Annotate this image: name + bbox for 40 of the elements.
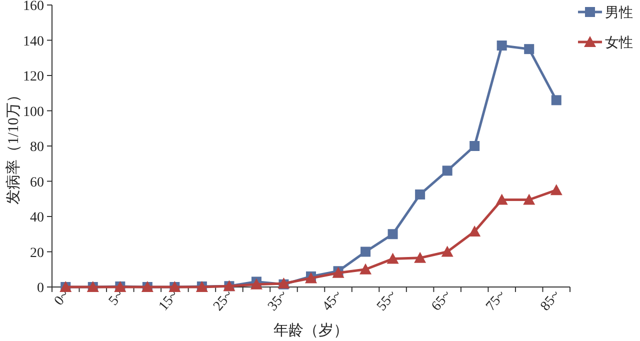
point: [250, 278, 262, 290]
point: [415, 189, 426, 200]
point: [468, 225, 481, 236]
y-axis-title: 发病率（1/10万）: [5, 88, 22, 204]
point: [550, 184, 562, 196]
y-tick-label: 60: [30, 175, 44, 190]
point: [496, 194, 508, 205]
x-tick-label: 85~: [538, 288, 564, 314]
legend-label: 男性: [605, 5, 633, 21]
x-axis-title: 年龄（岁）: [274, 322, 348, 339]
point: [360, 246, 371, 257]
point: [470, 141, 480, 151]
x-tick-label: 35~: [265, 288, 292, 314]
x-tick-label: 25~: [210, 288, 237, 314]
y-tick-label: 80: [30, 140, 44, 155]
x-tick-label: 55~: [374, 288, 400, 314]
x-tick-label: 75~: [484, 288, 510, 314]
point: [388, 229, 398, 240]
y-tick-label: 40: [30, 210, 44, 226]
x-tick-label: 65~: [429, 288, 455, 314]
x-tick-label: 5~: [106, 288, 128, 309]
point: [360, 263, 372, 274]
y-tick-label: 0: [37, 281, 44, 296]
point: [523, 194, 536, 205]
point: [524, 44, 534, 54]
x-tick-label: 0~: [52, 288, 73, 309]
y-tick-label: 100: [23, 104, 44, 120]
point: [386, 252, 399, 264]
y-tick-label: 160: [23, 0, 44, 14]
legend-label: 女性: [605, 35, 633, 51]
y-tick-label: 120: [23, 70, 44, 84]
point: [496, 40, 507, 51]
point: [441, 246, 454, 257]
point: [442, 166, 452, 176]
x-tick-label: 15~: [156, 288, 182, 314]
point: [414, 252, 426, 263]
x-tick-label: 45~: [320, 288, 346, 314]
point: [551, 95, 562, 106]
y-tick-label: 140: [23, 34, 44, 50]
y-tick-label: 20: [30, 246, 44, 261]
